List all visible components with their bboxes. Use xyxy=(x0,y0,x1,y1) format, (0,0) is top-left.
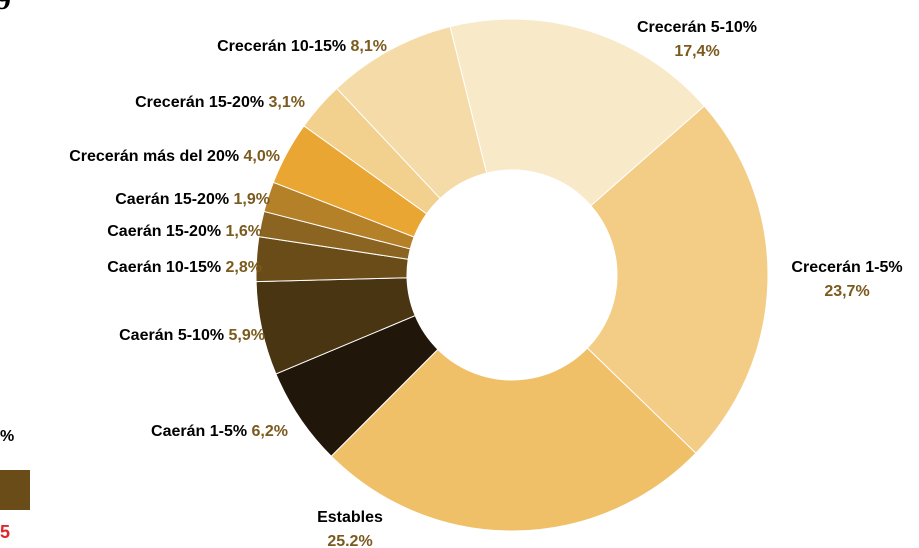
slice-label: Caerán 15-20% xyxy=(107,223,221,240)
slice-value-label: 1,6% xyxy=(226,223,262,240)
slice-label-group: Crecerán 10-15% 8,1% xyxy=(217,38,387,55)
slice-label: Crecerán 5-10% xyxy=(637,19,757,36)
donut-slice xyxy=(449,18,706,207)
slice-value-label: 17,4% xyxy=(674,43,719,60)
slice-value-label: 5,9% xyxy=(229,327,265,344)
heading-fragment: 9 xyxy=(0,0,11,16)
slice-label-group: Caerán 15-20% 1,6% xyxy=(107,223,262,240)
slice-label: Crecerán 10-15% xyxy=(217,38,346,55)
donut-slice xyxy=(330,347,697,532)
slice-label-group: Caerán 5-10% 5,9% xyxy=(119,327,265,344)
slice-label: Caerán 1-5% xyxy=(151,423,247,440)
slice-label: Estables xyxy=(317,509,383,526)
slice-value-label: 4,0% xyxy=(244,148,280,165)
slice-value-label: 3,1% xyxy=(269,94,305,111)
slice-label: Crecerán más del 20% xyxy=(69,148,239,165)
slice-label: Crecerán 15-20% xyxy=(135,94,264,111)
slice-label: Caerán 5-10% xyxy=(119,327,224,344)
legend-value-fragment: 5 xyxy=(0,522,10,542)
legend-label-fragment: % xyxy=(0,428,14,445)
slice-value-label: 23,7% xyxy=(824,283,869,300)
slice-value-label: 25.2% xyxy=(327,533,372,548)
slice-label: Crecerán 1-5% xyxy=(791,259,902,276)
slice-value-label: 6,2% xyxy=(252,423,288,440)
donut-slice xyxy=(586,105,769,454)
slice-label-group: Crecerán 15-20% 3,1% xyxy=(135,94,305,111)
slice-value-label: 8,1% xyxy=(351,38,387,55)
slice-label-group: Caerán 1-5% 6,2% xyxy=(151,423,288,440)
slice-label-group: Caerán 15-20% 1,9% xyxy=(115,191,270,208)
donut-slice xyxy=(336,25,488,200)
legend-swatch xyxy=(0,470,30,510)
slice-label-group: Crecerán más del 20% 4,0% xyxy=(69,148,280,165)
slice-label: Caerán 10-15% xyxy=(107,259,221,276)
slice-value-label: 1,9% xyxy=(234,191,270,208)
slice-value-label: 2,8% xyxy=(226,259,262,276)
slice-label-group: Caerán 10-15% 2,8% xyxy=(107,259,262,276)
slice-label: Caerán 15-20% xyxy=(115,191,229,208)
